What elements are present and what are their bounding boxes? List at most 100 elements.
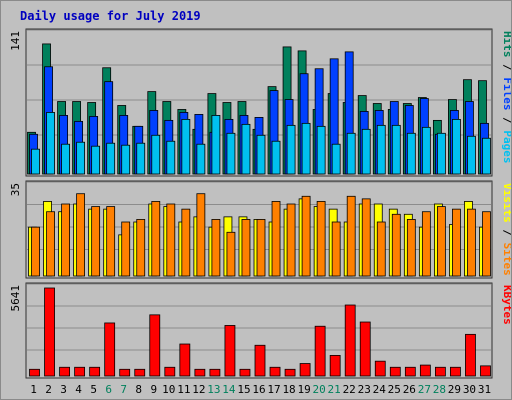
bar-kbytes-day-27 <box>419 364 431 377</box>
bar-pages-day-4 <box>76 141 86 175</box>
legend-separator: / <box>501 58 511 78</box>
bar-pages-day-17 <box>271 140 281 175</box>
bar-kbytes-day-17 <box>269 366 281 377</box>
bar-kbytes-day-29 <box>450 366 461 377</box>
bar-pages-day-5 <box>91 145 101 175</box>
bar-pages-day-29 <box>452 118 461 175</box>
panel-middle-legend: Visits / Sites <box>501 183 511 276</box>
bar-sites-day-11 <box>181 208 191 277</box>
bar-sites-day-26 <box>406 219 416 277</box>
bar-sites-day-13 <box>211 219 221 277</box>
bar-pages-day-9 <box>151 134 161 175</box>
bar-kbytes-day-25 <box>389 366 401 377</box>
bar-sites-day-19 <box>301 195 311 277</box>
bar-kbytes-day-21 <box>329 355 341 377</box>
bar-kbytes-day-12 <box>194 368 206 377</box>
bar-sites-day-15 <box>241 219 251 277</box>
bar-kbytes-day-23 <box>359 321 371 377</box>
x-tick-day-15: 15 <box>237 383 250 396</box>
bar-sites-day-24 <box>376 221 386 277</box>
bar-sites-day-6 <box>106 206 116 277</box>
bar-kbytes-day-5 <box>89 366 101 377</box>
bar-sites-day-1 <box>31 226 40 277</box>
x-tick-day-19: 19 <box>297 383 310 396</box>
x-tick-day-4: 4 <box>75 383 82 396</box>
x-tick-day-16: 16 <box>252 383 265 396</box>
bar-sites-day-10 <box>166 203 176 277</box>
bar-pages-day-24 <box>376 124 386 175</box>
x-tick-day-11: 11 <box>177 383 190 396</box>
bar-sites-day-14 <box>226 231 236 277</box>
bar-sites-day-4 <box>76 193 86 277</box>
x-tick-day-18: 18 <box>282 383 295 396</box>
bar-kbytes-day-15 <box>239 368 251 377</box>
bar-sites-day-25 <box>391 213 401 277</box>
panel-bottom-legend: KBytes <box>501 285 511 325</box>
bar-kbytes-day-13 <box>209 368 221 377</box>
bar-pages-day-15 <box>241 123 251 175</box>
x-tick-day-26: 26 <box>403 383 416 396</box>
bar-kbytes-day-30 <box>465 333 476 377</box>
x-tick-day-30: 30 <box>463 383 476 396</box>
panel-top-legend: Hits / Files / Pages <box>501 31 511 164</box>
bar-pages-day-12 <box>196 143 206 175</box>
x-tick-day-3: 3 <box>60 383 67 396</box>
bar-pages-day-13 <box>211 115 221 175</box>
bar-sites-day-8 <box>136 219 146 277</box>
x-tick-day-6: 6 <box>105 383 112 396</box>
bar-pages-day-25 <box>391 124 401 175</box>
panel-top: 141 Hits / Files / Pages <box>9 28 511 177</box>
bar-pages-day-18 <box>286 124 296 175</box>
legend-visits: Visits <box>501 183 511 223</box>
panel-middle: 35 Visits / Sites <box>9 180 511 279</box>
bar-sites-day-22 <box>346 195 356 277</box>
x-tick-day-13: 13 <box>207 383 220 396</box>
bar-sites-day-21 <box>331 221 341 277</box>
x-tick-day-2: 2 <box>45 383 52 396</box>
x-tick-day-31: 31 <box>478 383 491 396</box>
bar-kbytes-day-14 <box>224 325 236 377</box>
bar-kbytes-day-24 <box>374 360 386 377</box>
x-tick-day-21: 21 <box>328 383 341 396</box>
bar-kbytes-day-31 <box>480 365 491 377</box>
bar-sites-day-30 <box>467 208 476 277</box>
bar-sites-day-12 <box>196 193 206 277</box>
bar-sites-day-3 <box>61 203 70 277</box>
x-tick-day-22: 22 <box>343 383 356 396</box>
bar-sites-day-29 <box>452 208 461 277</box>
x-tick-day-17: 17 <box>267 383 280 396</box>
x-tick-day-7: 7 <box>120 383 127 396</box>
x-tick-day-24: 24 <box>373 383 387 396</box>
x-tick-day-8: 8 <box>135 383 142 396</box>
x-tick-day-23: 23 <box>358 383 371 396</box>
bar-kbytes-day-2 <box>44 287 55 377</box>
x-tick-day-28: 28 <box>433 383 446 396</box>
bar-kbytes-day-16 <box>254 344 266 377</box>
bar-kbytes-day-3 <box>59 366 70 377</box>
bar-pages-day-6 <box>106 142 116 175</box>
x-tick-day-5: 5 <box>90 383 97 396</box>
bar-kbytes-day-19 <box>299 363 311 377</box>
bar-pages-day-8 <box>136 142 146 175</box>
chart-title: Daily usage for July 2019 <box>20 9 201 23</box>
bar-sites-day-23 <box>361 198 371 277</box>
bar-kbytes-day-11 <box>179 343 191 377</box>
bar-kbytes-day-4 <box>74 366 86 377</box>
bar-pages-day-27 <box>421 126 431 175</box>
bar-sites-day-28 <box>436 206 446 277</box>
bar-sites-day-9 <box>151 201 161 277</box>
legend-sites: Sites <box>501 243 511 276</box>
bar-kbytes-day-28 <box>434 366 446 377</box>
x-tick-day-9: 9 <box>150 383 157 396</box>
x-tick-day-1: 1 <box>30 383 37 396</box>
bar-kbytes-day-18 <box>284 368 296 377</box>
series-sites <box>31 193 491 277</box>
bar-kbytes-day-7 <box>119 368 131 377</box>
x-tick-day-20: 20 <box>313 383 326 396</box>
bar-sites-day-18 <box>286 203 296 277</box>
bar-pages-day-21 <box>331 143 341 175</box>
bar-kbytes-day-9 <box>149 314 161 377</box>
bar-kbytes-day-6 <box>104 322 116 377</box>
bar-sites-day-16 <box>256 219 266 277</box>
